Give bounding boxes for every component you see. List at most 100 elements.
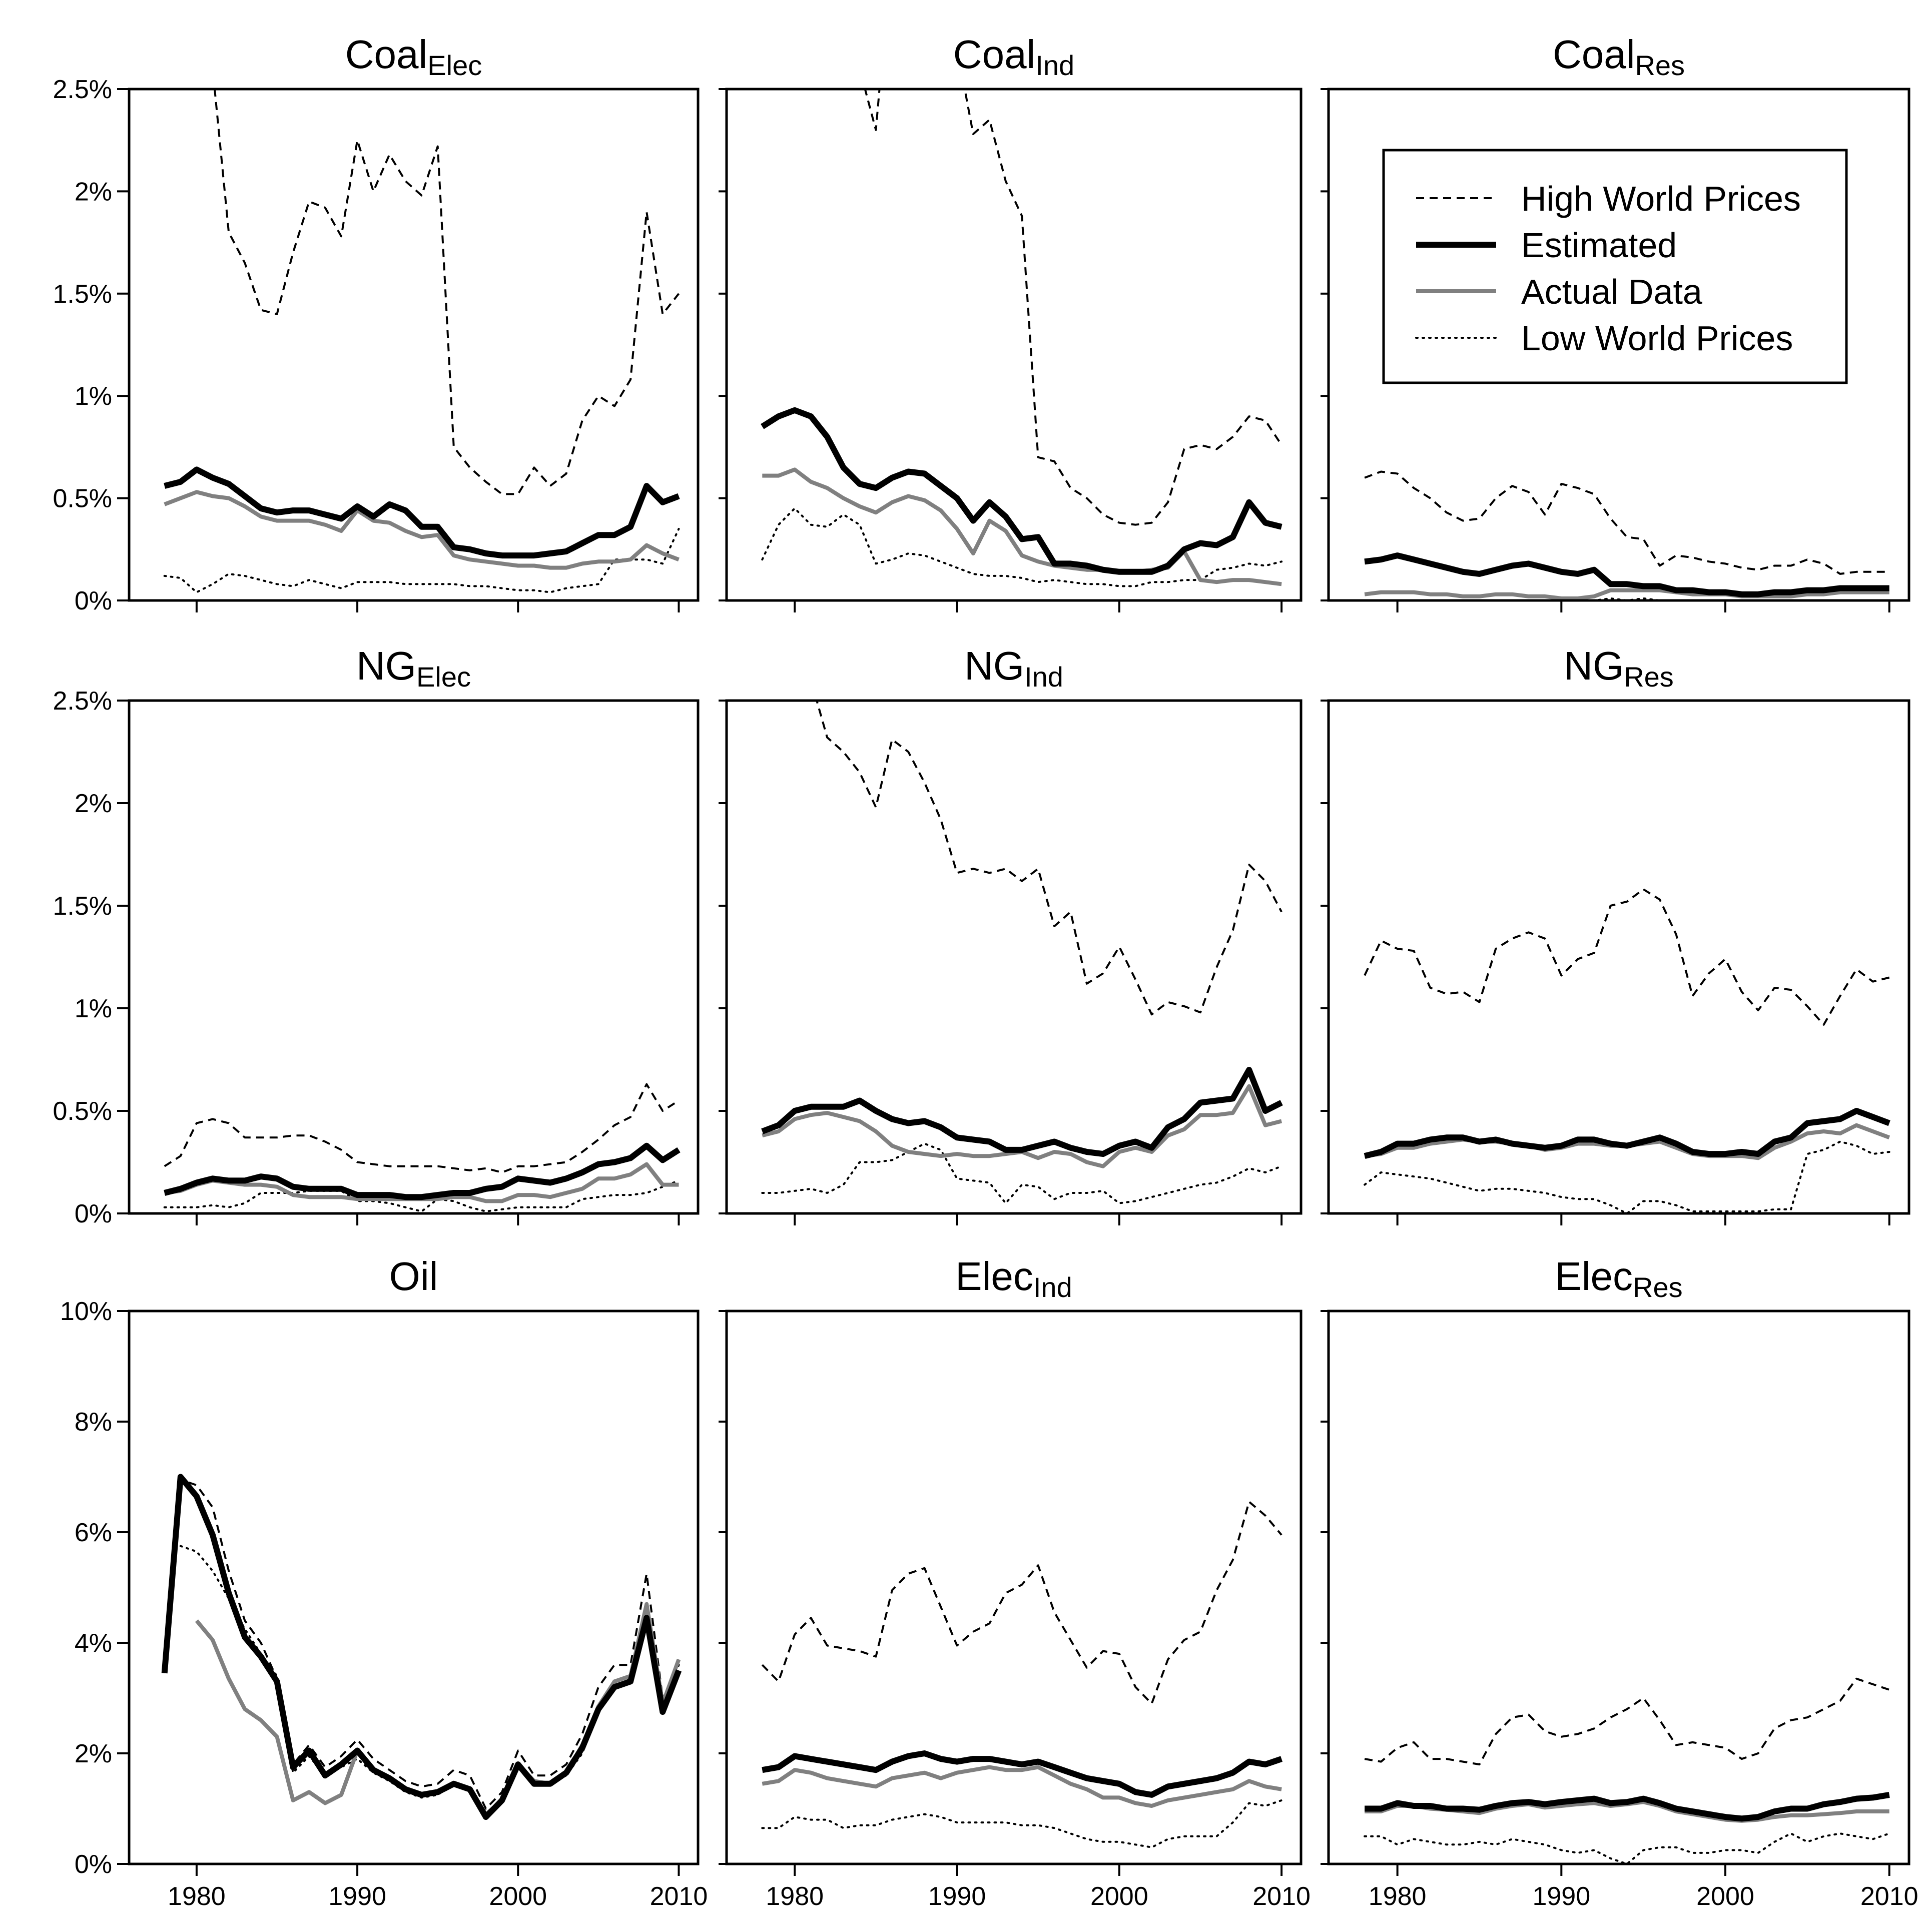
panel-elec-ind: ElecInd 1980 1990 2000 2010	[719, 1254, 1311, 1911]
x-tick-label: 1980	[168, 1882, 226, 1911]
series-line-low	[761, 1799, 1283, 1848]
panel-title-ng-elec: NGElec	[356, 643, 471, 693]
series-line-estimated	[164, 1142, 681, 1200]
y-tick-label: 10%	[60, 1297, 112, 1326]
panel-ng-elec: NGElec 0% 0.5% 1% 1.5% 2% 2.5%	[53, 643, 700, 1228]
y-tick-label: 1.5%	[53, 280, 112, 309]
y-tick-label: 2.5%	[53, 687, 112, 716]
legend-label-low: Low World Prices	[1521, 319, 1793, 358]
panel-frame	[128, 1310, 700, 1865]
panel-title-sub: Res	[1633, 1271, 1683, 1303]
panel-frame	[1327, 1310, 1910, 1865]
y-tick-label: 8%	[75, 1408, 112, 1437]
series-line-actual	[762, 467, 1282, 586]
x-tick-label: 2000	[489, 1882, 547, 1911]
panel-title-sub: Res	[1635, 50, 1685, 81]
y-tick-label: 0.5%	[53, 484, 112, 513]
series-line-high	[164, 1083, 680, 1173]
series-group	[1364, 470, 1890, 600]
series-line-high	[816, 701, 1282, 1016]
panel-title-ng-ind: NGInd	[964, 643, 1063, 693]
x-tick-label: 2000	[1090, 1882, 1148, 1911]
y-tick-label: 2%	[75, 1739, 112, 1768]
series-line-estimated	[161, 1474, 682, 1820]
y-tick-label: 6%	[75, 1518, 112, 1547]
series-group	[1364, 888, 1890, 1213]
panel-title-main: Elec	[1555, 1254, 1633, 1299]
x-tick-label: 2010	[1860, 1882, 1918, 1911]
panel-title-coal-res: CoalRes	[1553, 32, 1685, 81]
series-line-high	[864, 89, 1282, 526]
series-line-high	[761, 1501, 1282, 1705]
panel-title-ng-res: NGRes	[1564, 643, 1674, 693]
panel-title-main: Coal	[953, 32, 1036, 77]
y-tick-label: 2%	[75, 177, 112, 206]
series-line-estimated	[1364, 552, 1889, 597]
x-tick-label: 1980	[766, 1882, 824, 1911]
panel-elec-res: ElecRes 1980 1990 2000 2010	[1321, 1254, 1918, 1911]
panel-title-sub: Ind	[1024, 661, 1063, 693]
panel-title-main: Elec	[955, 1254, 1033, 1299]
y-tick-label: 0.5%	[53, 1097, 112, 1126]
panel-frame	[725, 1310, 1303, 1865]
y-tick-label: 4%	[75, 1629, 112, 1658]
x-tick-label: 1990	[928, 1882, 986, 1911]
series-line-low	[761, 1142, 1283, 1204]
x-tick-label: 1990	[1532, 1882, 1590, 1911]
series-group	[761, 701, 1283, 1204]
panel-ng-res: NGRes	[1321, 643, 1910, 1225]
panel-oil: Oil 0% 2% 4% 6% 8% 10% 1980 1990 2000 2010	[60, 1254, 708, 1911]
x-tick-label: 2000	[1696, 1882, 1754, 1911]
legend-label-estimated: Estimated	[1521, 226, 1677, 265]
series-line-low	[1364, 1140, 1890, 1213]
panel-title-coal-elec: CoalElec	[345, 32, 482, 81]
panel-title-main: NG	[1564, 643, 1624, 688]
panel-frame	[725, 88, 1303, 602]
panel-ng-ind: NGInd	[719, 643, 1303, 1225]
x-tick-label: 2010	[1252, 1882, 1311, 1911]
legend-label-actual: Actual Data	[1521, 272, 1702, 311]
series-line-low	[1364, 1832, 1890, 1864]
series-line-actual	[762, 1084, 1282, 1168]
y-tick-label: 1%	[75, 994, 112, 1023]
panel-coal-elec: CoalElec 0% 0.5% 1% 1.5% 2% 2.5%	[53, 32, 700, 615]
series-group	[1364, 1677, 1890, 1864]
legend-label-high: High World Prices	[1521, 179, 1801, 218]
series-group	[163, 89, 680, 593]
x-tick-label: 2010	[650, 1882, 708, 1911]
y-tick-label: 0%	[75, 1850, 112, 1879]
series-line-estimated	[1365, 1791, 1890, 1822]
panel-title-sub: Ind	[1035, 50, 1074, 81]
y-tick-label: 1.5%	[53, 892, 112, 921]
panel-title-main: Coal	[1553, 32, 1635, 77]
series-group	[163, 1083, 681, 1212]
x-tick-label: 1980	[1369, 1882, 1427, 1911]
panel-title-elec-ind: ElecInd	[955, 1254, 1072, 1303]
series-group	[761, 89, 1283, 587]
series-line-high	[1364, 470, 1889, 575]
series-line-low	[761, 507, 1283, 587]
series-line-actual	[1364, 588, 1889, 600]
panel-frame	[725, 699, 1303, 1215]
panel-coal-ind: CoalInd	[719, 32, 1303, 612]
panel-title-oil: Oil	[389, 1254, 438, 1299]
panel-frame	[128, 88, 700, 602]
panel-title-main: Coal	[345, 32, 428, 77]
legend: High World Prices Estimated Actual Data Low…	[1382, 149, 1848, 384]
series-line-estimated	[761, 1067, 1283, 1157]
y-tick-label: 0%	[75, 1199, 112, 1228]
panel-title-sub: Elec	[416, 661, 471, 693]
series-line-estimated	[1364, 1108, 1890, 1159]
y-tick-label: 2.5%	[53, 75, 112, 104]
series-line-low	[179, 1545, 680, 1818]
series-line-high	[1364, 888, 1890, 1026]
series-line-high	[214, 89, 680, 495]
series-line-estimated	[762, 1750, 1283, 1798]
panel-frame	[1327, 88, 1910, 602]
series-line-high	[1364, 1677, 1890, 1766]
y-tick-label: 2%	[75, 789, 112, 818]
panel-title-sub: Res	[1624, 661, 1674, 693]
series-line-estimated	[164, 466, 680, 559]
series-line-estimated	[761, 407, 1282, 575]
